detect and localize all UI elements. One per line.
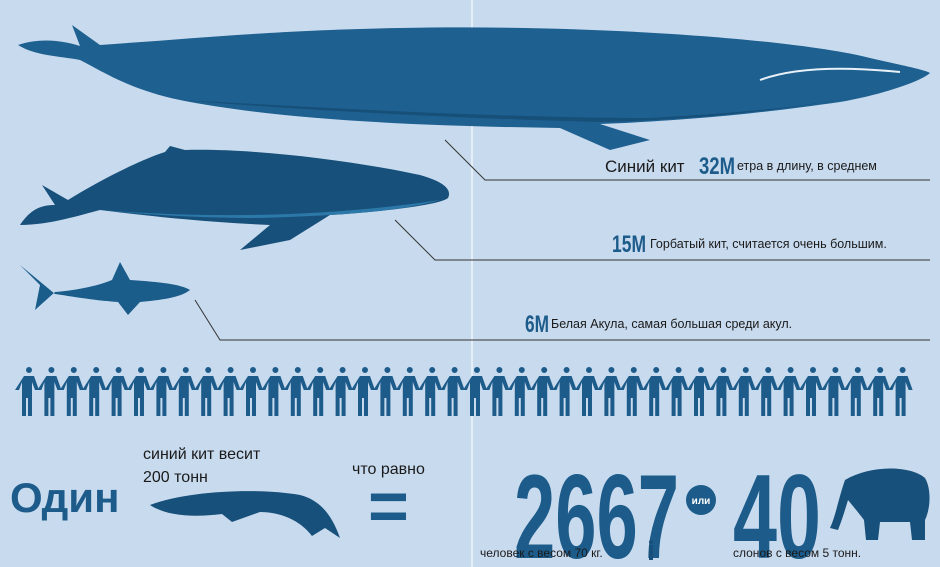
person-icon: [649, 540, 653, 560]
elephant: [830, 468, 930, 540]
label: Синий кит: [605, 157, 685, 176]
person: [552, 367, 577, 416]
person: [373, 367, 398, 416]
people-row: [15, 367, 913, 416]
caption: человек с весом 70 кг.: [480, 546, 603, 560]
person: [82, 367, 107, 416]
person: [149, 367, 174, 416]
person: [463, 367, 487, 416]
person: [664, 367, 689, 416]
person: [619, 367, 644, 416]
caption: Белая Акула, самая большая среди акул.: [551, 317, 792, 331]
person: [261, 367, 286, 416]
person: [127, 367, 151, 416]
one: Один: [10, 474, 119, 521]
person: [709, 367, 734, 416]
person: [799, 367, 823, 416]
size: 32М: [699, 153, 735, 180]
white-shark: [20, 262, 190, 315]
blue-whale: [18, 25, 930, 150]
equals: =: [368, 467, 409, 545]
person: [597, 367, 622, 416]
caption: етра в длину, в среднем: [737, 159, 877, 173]
person: [104, 367, 129, 416]
person: [754, 367, 779, 416]
person: [239, 367, 263, 416]
person: [485, 367, 510, 416]
elephant-count: 40: [733, 450, 821, 567]
person: [418, 367, 443, 416]
person: [171, 367, 196, 416]
person: [687, 367, 711, 416]
callout-lines: [194, 139, 930, 341]
person: [351, 367, 375, 416]
or: или: [692, 496, 711, 507]
person: [843, 367, 868, 416]
person: [731, 367, 756, 416]
person: [888, 367, 913, 416]
size: 6М: [525, 311, 549, 338]
person: [194, 367, 219, 416]
person: [575, 367, 599, 416]
caption: Горбатый кит, считается очень большим.: [650, 237, 887, 251]
person: [15, 367, 39, 416]
person: [59, 367, 84, 416]
person: [283, 367, 308, 416]
person: [642, 367, 667, 416]
person: [866, 367, 891, 416]
person: [530, 367, 555, 416]
note: синий кит весит: [143, 446, 261, 463]
person: [507, 367, 532, 416]
or-badge: [686, 485, 716, 515]
humpback-whale: [20, 146, 450, 250]
person: [37, 367, 62, 416]
person: [821, 367, 846, 416]
note: 200 тонн: [143, 469, 208, 486]
small-whale: [150, 491, 340, 538]
person: [216, 367, 241, 416]
equals-label: что равно: [352, 461, 425, 478]
size: 15М: [612, 231, 646, 258]
person: [776, 367, 801, 416]
caption: слонов с весом 5 тонн.: [733, 546, 861, 560]
person: [395, 367, 420, 416]
person: [440, 367, 465, 416]
person: [306, 367, 331, 416]
person: [328, 367, 353, 416]
